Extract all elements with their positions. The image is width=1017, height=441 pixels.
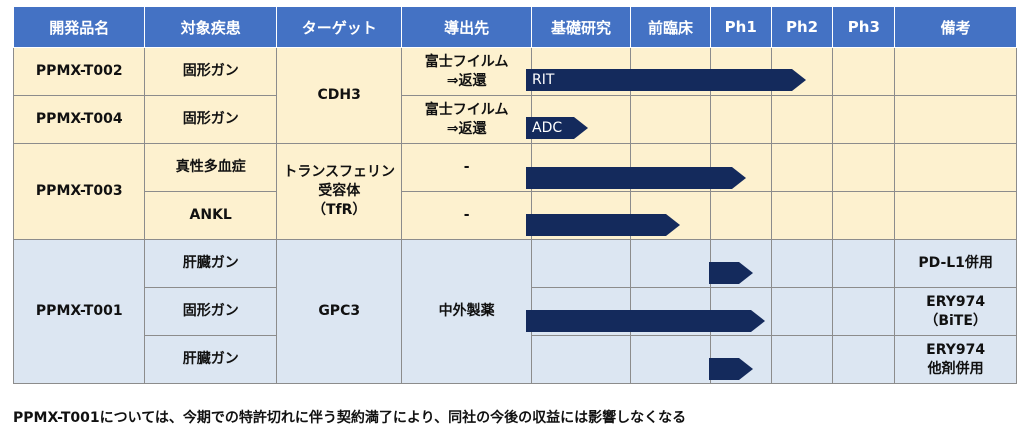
- note-cell: ERY974 （BiTE）: [894, 287, 1017, 336]
- note-cell: [894, 95, 1017, 144]
- partner-cell: 富士フイルム ⇒返還: [401, 47, 532, 96]
- progress-bar-t001-liver-combo: [709, 358, 753, 380]
- table-row: ANKL -: [14, 191, 1017, 240]
- table-row: PPMX-T002 固形ガン CDH3 富士フイルム ⇒返還: [12, 47, 1017, 144]
- header-notes: 備考: [894, 6, 1017, 48]
- partner-cell: 富士フイルム ⇒返還: [401, 95, 532, 144]
- disease-cell: 固形ガン: [144, 287, 277, 336]
- table-row: PPMX-T003 真性多血症 トランスフェリン 受容体 （TfR） -: [12, 143, 1017, 240]
- bar-label: RIT: [532, 72, 555, 88]
- disease-cell: ANKL: [144, 191, 277, 240]
- table-row: PPMX-T004 固形ガン 富士フイルム ⇒返還: [12, 95, 1017, 144]
- header-disease: 対象疾患: [144, 6, 277, 48]
- disease-cell: 固形ガン: [144, 47, 277, 96]
- header-basic-research: 基礎研究: [530, 6, 632, 48]
- table-row: 肝臓ガン ERY974 他剤併用: [14, 335, 1017, 384]
- target-cell: トランスフェリン 受容体 （TfR）: [275, 143, 403, 240]
- note-cell: [894, 143, 1017, 192]
- footnote: PPMX-T001については、今期での特許切れに伴う契約満了により、同社の今後の…: [13, 410, 687, 426]
- note-cell: PD-L1併用: [894, 239, 1017, 288]
- partner-cell: -: [401, 143, 532, 192]
- disease-cell: 肝臓ガン: [144, 335, 277, 384]
- header-product: 開発品名: [12, 6, 146, 48]
- header-preclinical: 前臨床: [630, 6, 711, 48]
- header-target: ターゲット: [275, 6, 403, 48]
- note-cell: [894, 191, 1017, 240]
- partner-cell: -: [401, 191, 532, 240]
- progress-bar-t004: ADC: [526, 117, 588, 139]
- table-row: PPMX-T001 肝臓ガン GPC3 中外製薬 PD-L1併用: [12, 239, 1017, 384]
- disease-cell: 固形ガン: [144, 95, 277, 144]
- product-cell: PPMX-T001: [12, 239, 146, 384]
- header-partner: 導出先: [401, 6, 532, 48]
- header-ph1: Ph1: [709, 6, 772, 48]
- progress-bar-t003-pv: [526, 167, 746, 189]
- note-cell: [894, 47, 1017, 96]
- disease-cell: 真性多血症: [144, 143, 277, 192]
- header-row: 開発品名 対象疾患 ターゲット 導出先 基礎研究 前臨床 Ph1 Ph2 Ph3…: [12, 6, 1017, 48]
- progress-bar-t003-ankl: [526, 214, 680, 236]
- product-cell: PPMX-T002: [12, 47, 146, 96]
- progress-bar-t001-liver: [709, 262, 753, 284]
- target-cell: CDH3: [275, 47, 403, 144]
- progress-bar-t002: RIT: [526, 69, 806, 91]
- pipeline-table: 開発品名 対象疾患 ターゲット 導出先 基礎研究 前臨床 Ph1 Ph2 Ph3…: [12, 6, 1017, 384]
- product-cell: PPMX-T003: [12, 143, 146, 240]
- progress-bar-t001-solid: [526, 310, 765, 332]
- target-cell: GPC3: [275, 239, 403, 384]
- partner-cell: 中外製薬: [401, 239, 532, 384]
- header-ph3: Ph3: [832, 6, 896, 48]
- header-ph2: Ph2: [770, 6, 834, 48]
- bar-label: ADC: [532, 120, 563, 136]
- disease-cell: 肝臓ガン: [144, 239, 277, 288]
- product-cell: PPMX-T004: [12, 95, 146, 144]
- note-cell: ERY974 他剤併用: [894, 335, 1017, 384]
